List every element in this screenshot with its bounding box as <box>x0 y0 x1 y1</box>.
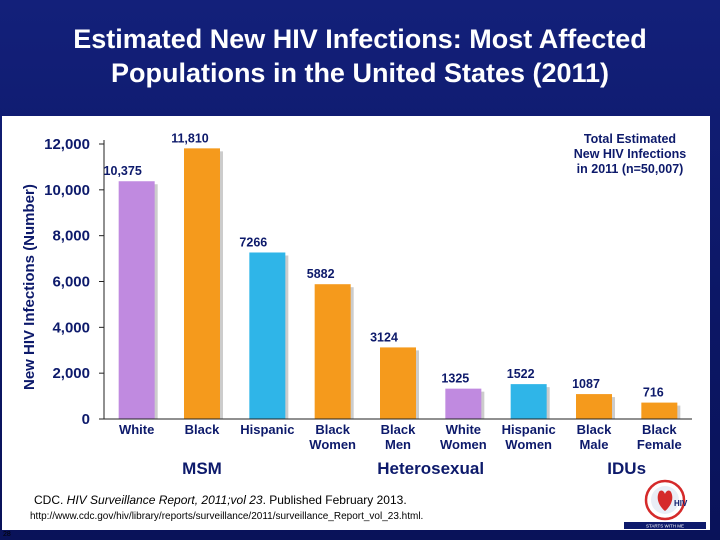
x-category-label: White <box>446 422 481 437</box>
x-group-label: MSM <box>182 459 222 478</box>
x-category-label: Black <box>381 422 416 437</box>
title-line-2: Populations in the United States (2011) <box>110 58 610 88</box>
bar <box>380 347 416 419</box>
x-group-label: IDUs <box>607 459 646 478</box>
bar-value-label: 11,810 <box>171 131 209 145</box>
x-category-label: Women <box>309 437 356 452</box>
bar <box>445 388 482 419</box>
x-category-label: Black <box>577 422 612 437</box>
x-category-label: White <box>119 422 154 437</box>
y-tick-label: 2,000 <box>52 365 90 382</box>
logo-subtext: STARTS WITH ME <box>646 524 684 529</box>
y-tick-label: 12,000 <box>44 136 90 153</box>
y-tick-label: 4,000 <box>52 319 90 336</box>
bar <box>184 148 220 419</box>
y-tick-label: 8,000 <box>52 228 90 245</box>
x-category-label: Black <box>315 422 350 437</box>
slide-number: 28 <box>3 531 11 538</box>
bar <box>641 402 678 419</box>
logo-text: HIV <box>674 499 688 508</box>
x-category-label: Women <box>505 437 552 452</box>
bar <box>118 181 155 419</box>
x-category-label: Hispanic <box>502 422 556 437</box>
y-tick-label: 6,000 <box>52 274 90 291</box>
bar <box>249 252 286 419</box>
source-prefix: CDC. <box>34 493 67 507</box>
bar-value-label: 10,375 <box>104 164 142 178</box>
slide-title: Estimated New HIV Infections: Most Affec… <box>0 22 720 90</box>
x-category-label: Men <box>385 437 411 452</box>
total-note-line-3: in 2011 (n=50,007) <box>576 162 684 176</box>
y-axis-label: New HIV Infections (Number) <box>21 184 38 390</box>
x-category-label: Hispanic <box>240 422 294 437</box>
bar-value-label: 1522 <box>507 367 535 381</box>
title-line-1: Estimated New HIV Infections: Most Affec… <box>73 24 647 54</box>
total-note-line-1: Total Estimated <box>583 132 677 146</box>
source-suffix: . Published February 2013. <box>262 493 407 507</box>
y-tick-label: 10,000 <box>44 182 90 199</box>
bar <box>314 284 351 419</box>
bar <box>510 384 547 419</box>
x-category-label: Black <box>185 422 220 437</box>
bar-value-label: 1325 <box>441 372 469 386</box>
total-note-line-2: New HIV Infections <box>573 147 687 161</box>
bar-value-label: 7266 <box>239 235 267 249</box>
hiv-campaign-logo: HIV STARTS WITH ME <box>624 479 706 529</box>
x-category-label: Male <box>580 437 609 452</box>
source-report-title: HIV Surveillance Report, 2011;vol 23 <box>66 493 263 507</box>
x-category-label: Women <box>440 437 487 452</box>
total-infections-note: Total Estimated New HIV Infections in 20… <box>560 132 700 177</box>
x-group-label: Heterosexual <box>377 459 484 478</box>
x-category-label: Female <box>637 437 682 452</box>
bar-value-label: 5882 <box>307 267 335 281</box>
bar-value-label: 1087 <box>572 377 600 391</box>
x-category-label: Black <box>642 422 677 437</box>
bar <box>576 394 612 419</box>
source-citation: CDC. HIV Surveillance Report, 2011;vol 2… <box>34 493 407 507</box>
bar-value-label: 3124 <box>370 330 398 344</box>
source-url[interactable]: http://www.cdc.gov/hiv/library/reports/s… <box>30 511 424 522</box>
y-tick-label: 0 <box>82 411 90 428</box>
bar-value-label: 716 <box>643 386 664 400</box>
